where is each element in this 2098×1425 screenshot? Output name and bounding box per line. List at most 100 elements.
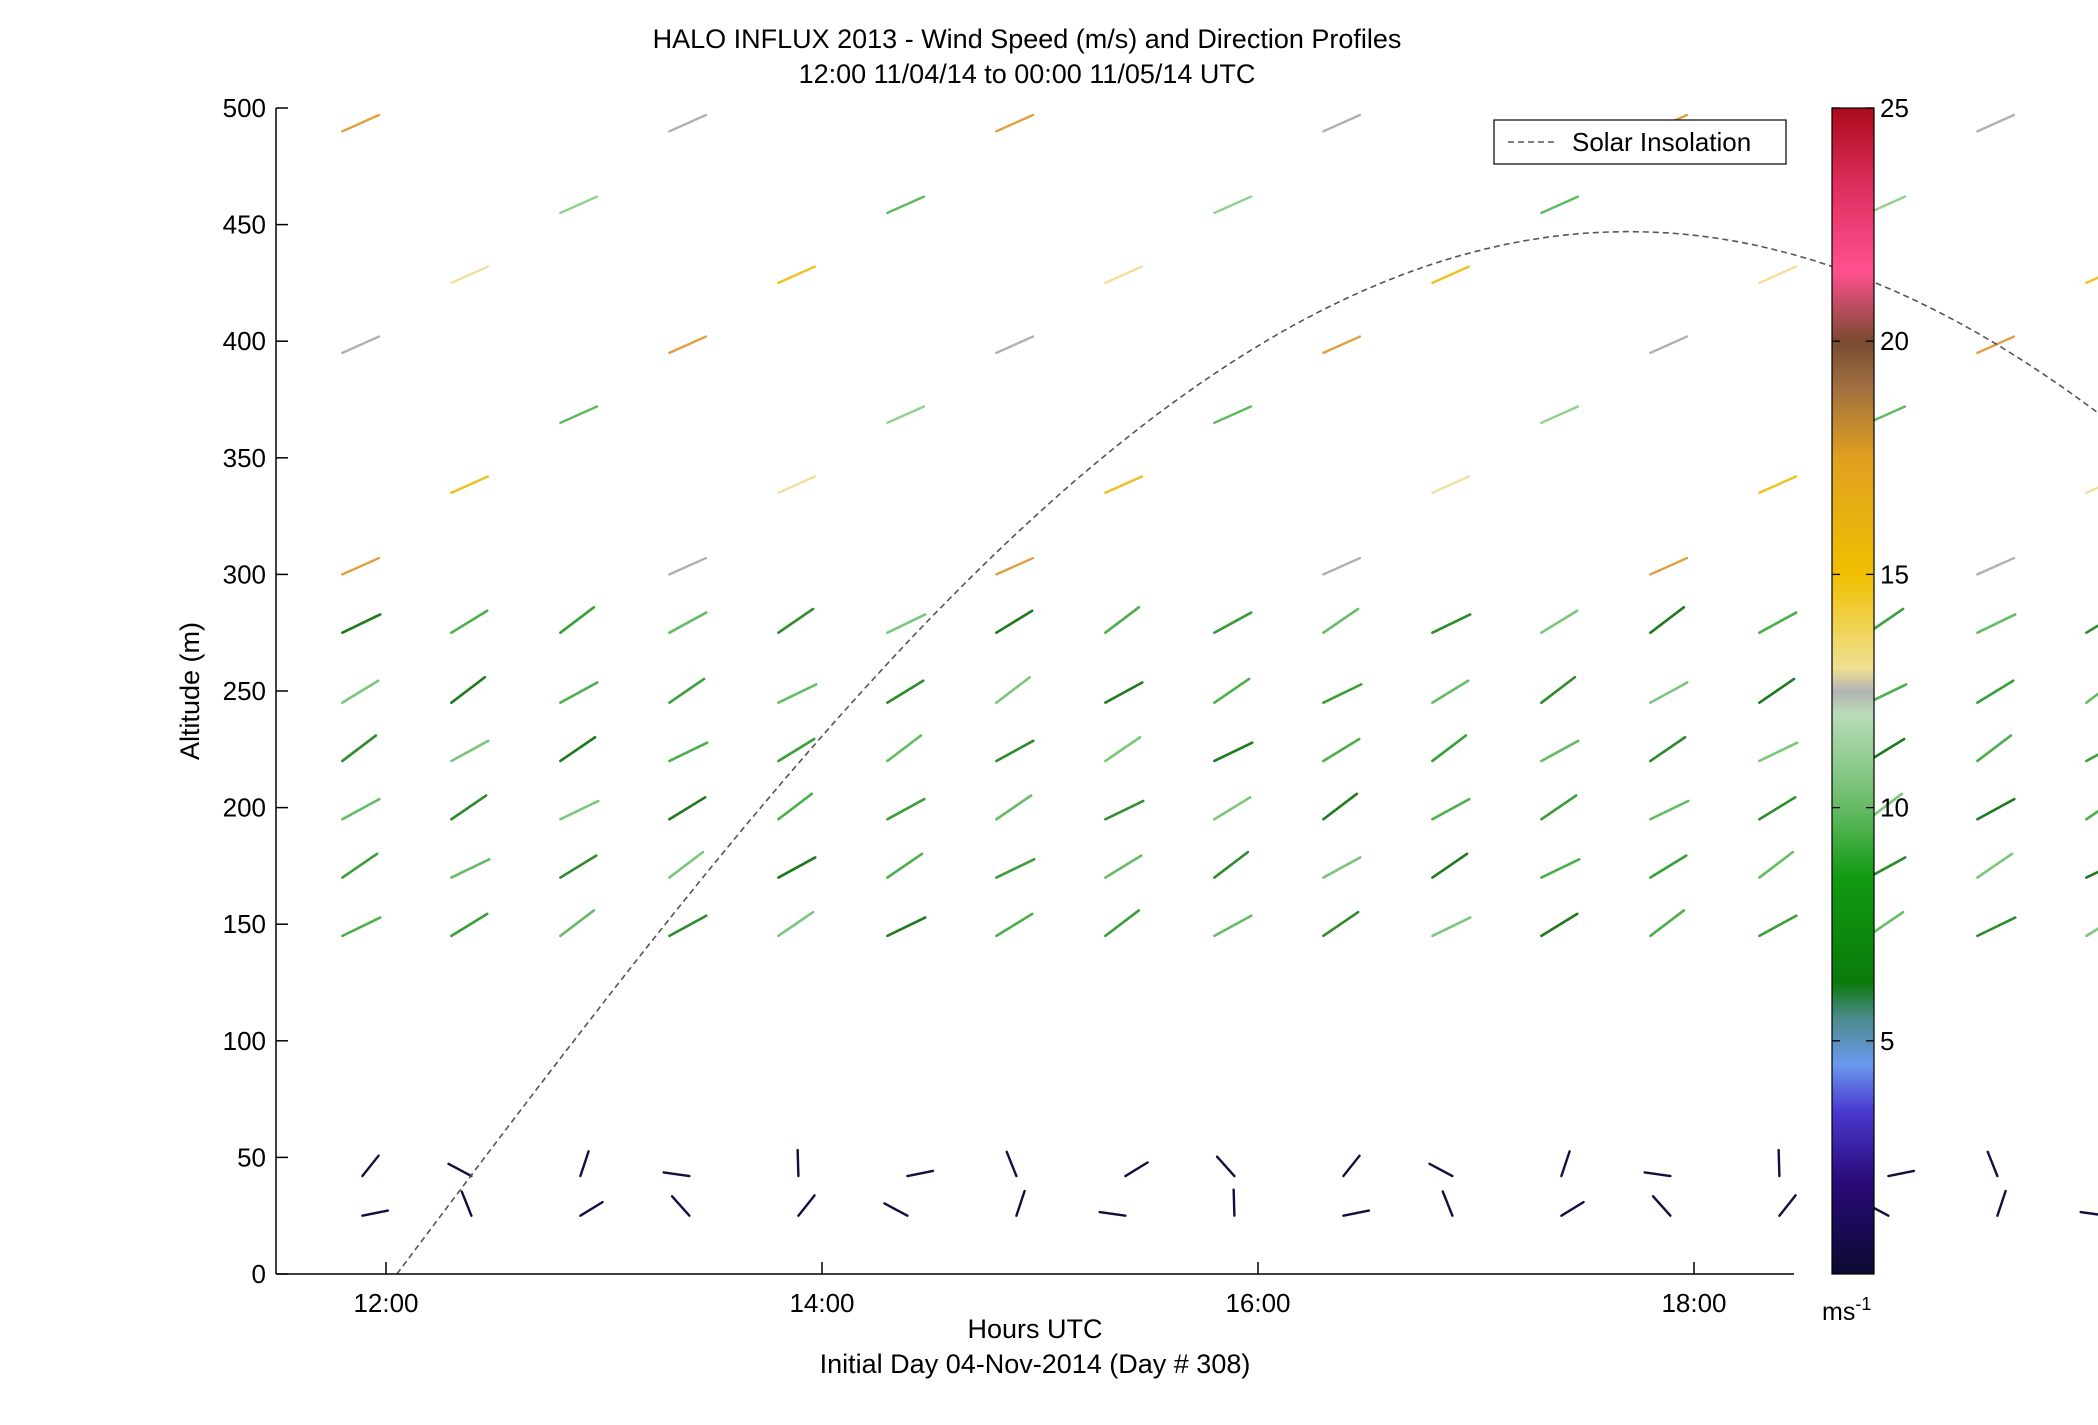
colorbar-gradient xyxy=(1831,107,1875,1275)
wind-barb xyxy=(1778,1194,1797,1217)
wind-barb xyxy=(995,912,1034,938)
y-tick-label: 100 xyxy=(223,1026,266,1056)
colorbar-tick-label: 20 xyxy=(1880,326,1909,356)
colorbar-unit-base: ms xyxy=(1822,1298,1855,1326)
colorbar-tick-label: 10 xyxy=(1880,793,1909,823)
wind-barb xyxy=(883,1202,909,1217)
wind-barb xyxy=(1431,797,1471,821)
wind-barb xyxy=(1758,850,1795,879)
wind-barb xyxy=(668,741,709,763)
wind-barb xyxy=(1649,681,1689,704)
solar-insolation-curve xyxy=(396,230,2098,1275)
wind-barb xyxy=(341,335,381,355)
wind-barb xyxy=(1540,739,1580,763)
plot-area xyxy=(276,108,1794,1274)
wind-barb xyxy=(1431,734,1468,763)
wind-barb xyxy=(668,335,708,355)
colorbar-tick-label: 25 xyxy=(1880,93,1909,123)
wind-barb xyxy=(1976,734,2013,763)
wind-barb xyxy=(1015,1189,1026,1217)
wind-barb xyxy=(341,852,379,879)
wind-barb xyxy=(1213,914,1253,938)
wind-barb xyxy=(1651,1195,1672,1217)
wind-barb xyxy=(1104,265,1144,285)
wind-barb xyxy=(341,679,380,704)
wind-barb xyxy=(1431,475,1471,494)
wind-barb xyxy=(2085,692,2098,704)
wind-barb xyxy=(1431,679,1470,704)
wind-barb xyxy=(341,556,381,576)
y-tick-label: 300 xyxy=(223,559,266,589)
wind-barb xyxy=(995,556,1035,576)
wind-barb xyxy=(1996,1189,2007,1217)
wind-barb xyxy=(341,797,381,821)
wind-barb xyxy=(886,679,925,704)
wind-barb xyxy=(886,916,927,938)
wind-barb xyxy=(450,265,490,285)
wind-barb xyxy=(995,113,1035,133)
wind-barb xyxy=(1213,850,1250,879)
wind-barb xyxy=(995,794,1033,821)
wind-barb xyxy=(559,681,599,704)
colorbar: 5 10 15 20 25 ms-1 xyxy=(1822,93,1909,1326)
wind-barb xyxy=(1431,852,1469,879)
wind-barb xyxy=(668,611,708,635)
wind-barb xyxy=(1758,741,1799,763)
wind-barb xyxy=(1777,1148,1781,1178)
wind-barb xyxy=(662,1171,691,1178)
wind-barb xyxy=(450,475,490,494)
wind-barb xyxy=(1540,857,1581,879)
wind-barb xyxy=(777,856,817,879)
y-tick-label: 350 xyxy=(223,443,266,473)
wind-barb xyxy=(886,797,926,821)
wind-barb xyxy=(1098,1210,1127,1217)
wind-barb xyxy=(2085,870,2098,879)
wind-barb xyxy=(341,113,381,133)
wind-barb xyxy=(1322,856,1362,879)
wind-barb xyxy=(341,613,382,635)
colorbar-ticks: 5 10 15 20 25 xyxy=(1832,93,1909,1056)
y-axis-ticks: 0 50 100 150 200 250 300 350 400 450 500 xyxy=(223,93,288,1289)
wind-barb xyxy=(1649,605,1686,635)
wind-barb xyxy=(341,916,382,938)
wind-barb xyxy=(1213,677,1251,704)
wind-barb xyxy=(559,854,598,879)
y-tick-label: 250 xyxy=(223,676,266,706)
wind-barb xyxy=(1540,675,1577,704)
wind-barb xyxy=(886,734,923,763)
wind-barb xyxy=(1540,195,1580,215)
y-tick-label: 200 xyxy=(223,793,266,823)
wind-barb xyxy=(1649,735,1687,763)
wind-barb xyxy=(1232,1188,1236,1217)
legend: Solar Insolation xyxy=(1493,119,1787,165)
wind-barb xyxy=(1213,195,1253,215)
wind-barb xyxy=(668,677,706,704)
wind-barb xyxy=(886,405,926,425)
wind-barb xyxy=(1649,909,1686,938)
wind-barb xyxy=(450,739,490,763)
wind-barb xyxy=(995,609,1034,635)
wind-barb xyxy=(1322,683,1363,704)
wind-barb xyxy=(1431,613,1472,635)
wind-barb xyxy=(797,1194,816,1217)
wind-barb xyxy=(2085,276,2098,285)
wind-barb xyxy=(1431,265,1471,285)
wind-barb xyxy=(450,912,489,938)
wind-barb xyxy=(1104,735,1142,763)
chart-title: HALO INFLUX 2013 - Wind Speed (m/s) and … xyxy=(653,24,1402,54)
wind-barb xyxy=(559,735,597,763)
wind-barb xyxy=(1213,741,1254,763)
wind-barb xyxy=(1649,556,1689,576)
wind-barb xyxy=(668,113,708,133)
wind-barb xyxy=(777,737,816,763)
wind-barb xyxy=(668,914,708,938)
wind-barb xyxy=(559,799,600,821)
wind-barb xyxy=(1322,113,1362,133)
wind-barb xyxy=(1540,912,1579,938)
wind-barb xyxy=(1213,405,1253,425)
wind-barb xyxy=(1104,681,1144,704)
wind-barb xyxy=(1986,1150,1999,1178)
wind-barb xyxy=(1758,611,1798,635)
wind-barb xyxy=(1322,910,1360,938)
